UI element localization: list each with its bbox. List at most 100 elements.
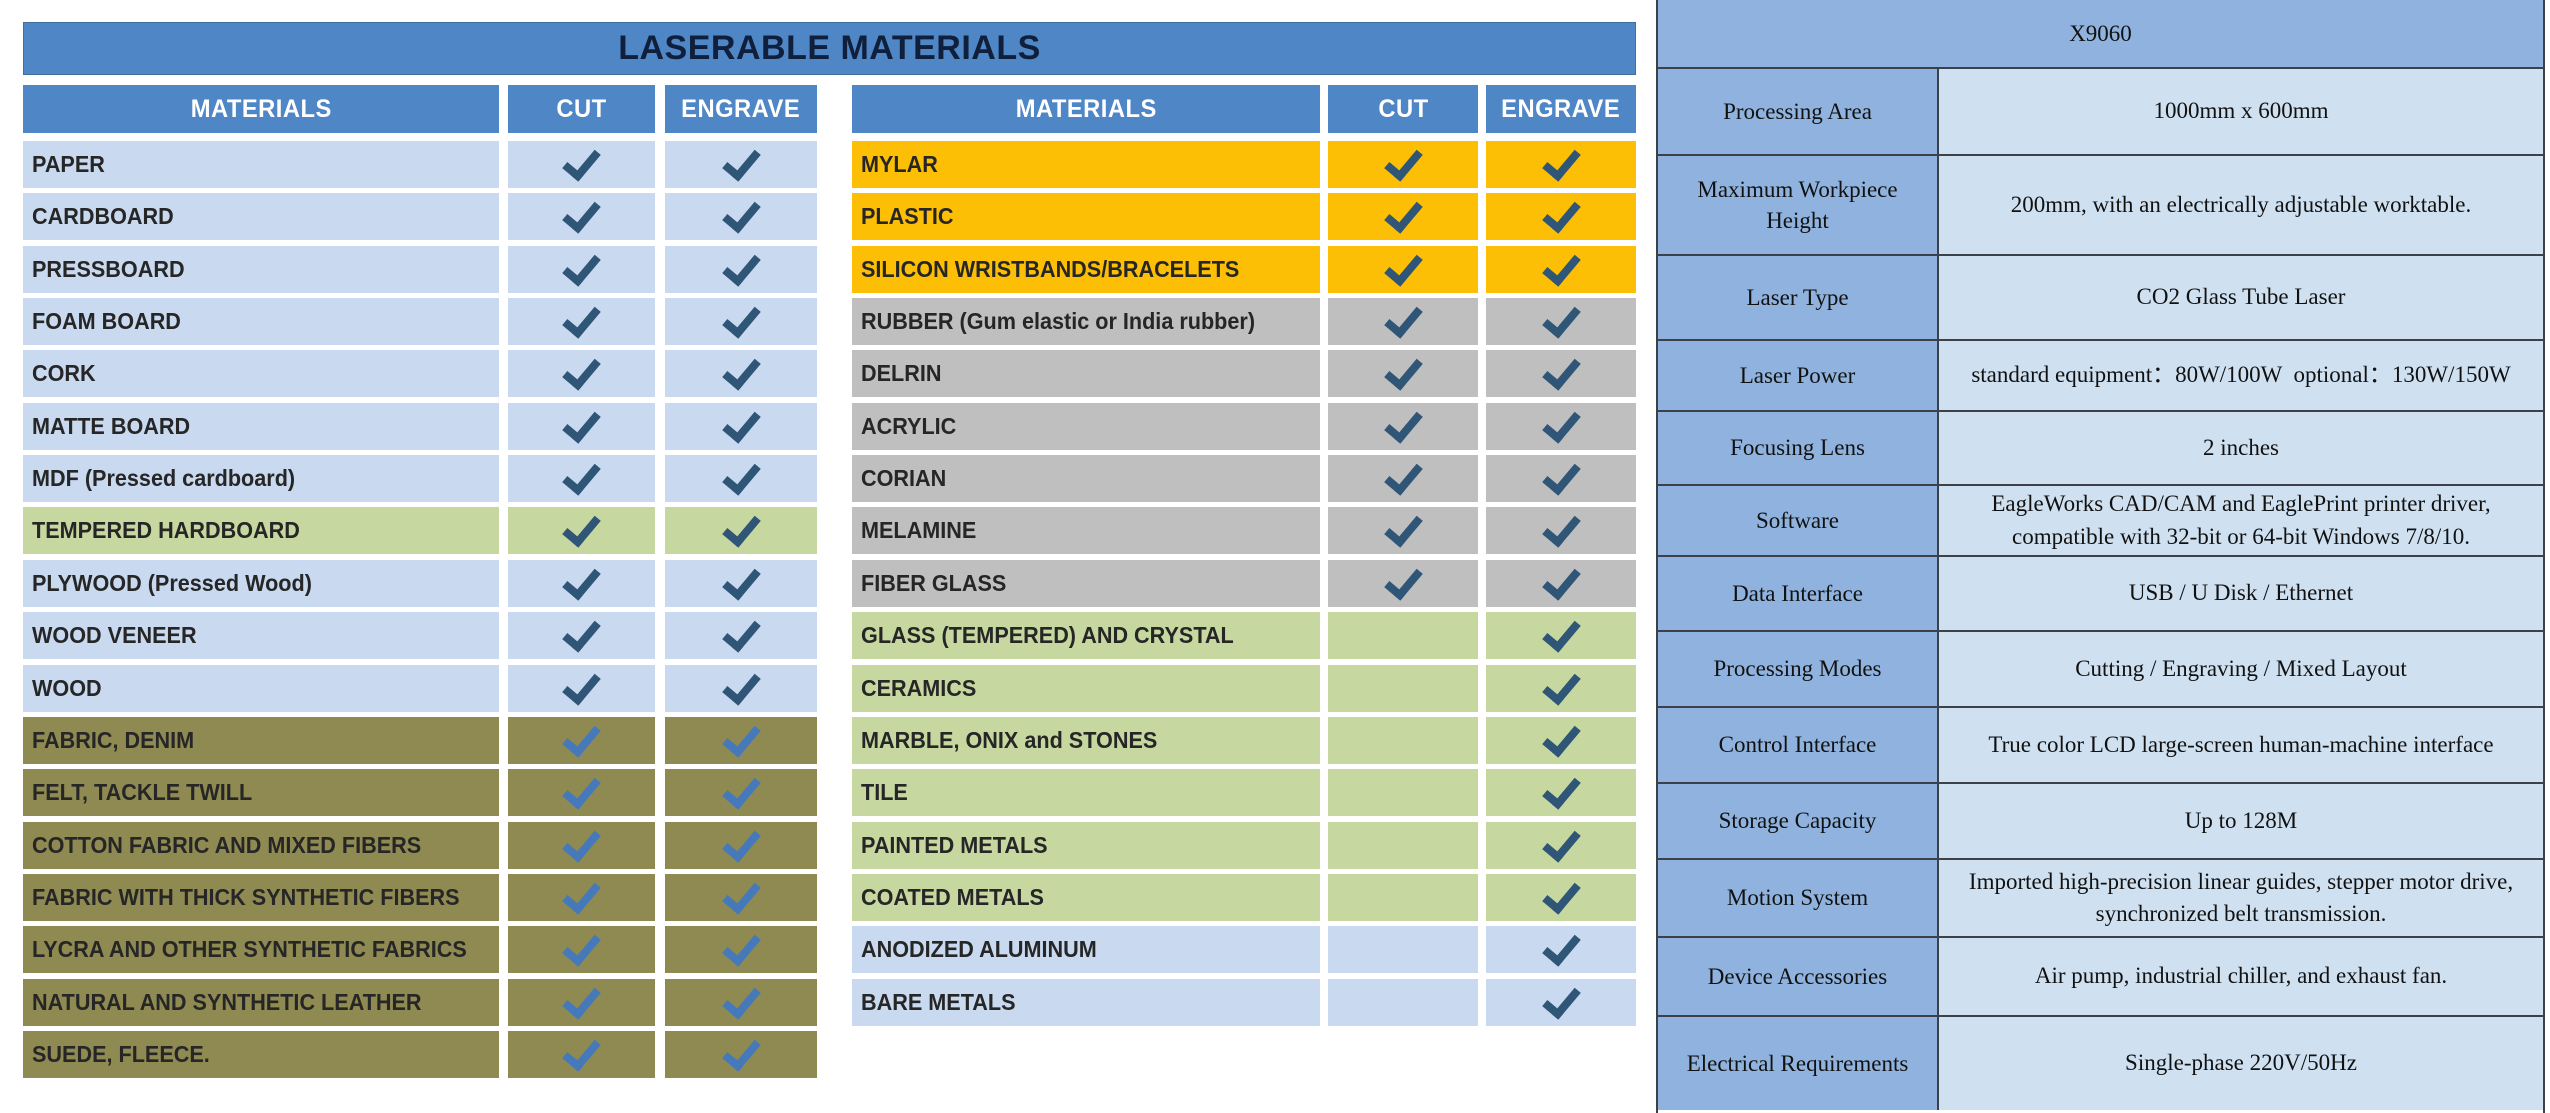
spec-row: Processing Area 1000mm x 600mm (1658, 67, 2543, 154)
material-name-label: TEMPERED HARDBOARD (32, 517, 300, 543)
cut-cell (508, 245, 655, 293)
material-name-cell: LYCRA AND OTHER SYNTHETIC FABRICS (23, 926, 499, 973)
material-name-label: CARDBOARD (32, 203, 174, 229)
header-cell-cut: CUT (508, 85, 655, 133)
material-name-cell: SILICON WRISTBANDS/BRACELETS (852, 246, 1320, 293)
engrave-cell (1486, 611, 1636, 659)
material-name-cell: TILE (852, 769, 1320, 816)
material-name-cell: PRESSBOARD (23, 246, 499, 293)
check-icon (562, 454, 601, 496)
engrave-cell (665, 768, 817, 816)
material-row: ANODIZED ALUMINUM (852, 925, 1636, 973)
material-row: COATED METALS (852, 873, 1636, 921)
check-icon (1541, 978, 1581, 1020)
check-icon (1541, 873, 1581, 915)
check-icon (562, 664, 601, 706)
spec-label-cell: Storage Capacity (1658, 784, 1939, 858)
engrave-cell (1486, 821, 1636, 869)
check-icon (721, 402, 761, 444)
check-icon (562, 140, 601, 182)
material-row: SILICON WRISTBANDS/BRACELETS (852, 245, 1636, 293)
cut-cell (508, 402, 655, 450)
check-icon (1383, 245, 1423, 287)
check-icon (1541, 768, 1581, 810)
spec-label-cell: Motion System (1658, 860, 1939, 936)
material-row: SUEDE, FLEECE. (23, 1030, 817, 1078)
material-name-label: WOOD VENEER (32, 622, 197, 648)
material-name-cell: PAINTED METALS (852, 822, 1320, 869)
cut-cell (508, 716, 655, 764)
material-row: TILE (852, 768, 1636, 816)
material-row: MDF (Pressed cardboard) (23, 454, 817, 502)
check-icon (1541, 716, 1581, 758)
spec-row: Processing Modes Cutting / Engraving / Mi… (1658, 630, 2543, 706)
spec-value-cell: EagleWorks CAD/CAM and EaglePrint printe… (1939, 486, 2543, 555)
spec-value-cell: CO2 Glass Tube Laser (1939, 256, 2543, 339)
material-name-label: SUEDE, FLEECE. (32, 1041, 210, 1067)
engrave-cell (1486, 768, 1636, 816)
check-icon (562, 349, 601, 391)
material-name-cell: MARBLE, ONIX and STONES (852, 717, 1320, 764)
spec-label-cell: Control Interface (1658, 708, 1939, 782)
check-icon (1383, 349, 1423, 391)
check-icon (1541, 454, 1581, 496)
material-name-label: TILE (861, 779, 908, 805)
material-name-cell: PLYWOOD (Pressed Wood) (23, 560, 499, 607)
material-row: PAPER (23, 140, 817, 188)
material-name-cell: WOOD (23, 665, 499, 712)
material-name-label: PAPER (32, 151, 105, 177)
material-name-label: PAINTED METALS (861, 832, 1048, 858)
spec-row: Focusing Lens 2 inches (1658, 410, 2543, 484)
material-name-cell: COATED METALS (852, 874, 1320, 921)
spec-row: Control Interface True color LCD large-sc… (1658, 706, 2543, 782)
engrave-cell (1486, 664, 1636, 712)
spec-table: X9060 Processing Area 1000mm x 600mm Maxim… (1656, 0, 2545, 1113)
material-name-label: SILICON WRISTBANDS/BRACELETS (861, 256, 1240, 282)
check-icon (1541, 611, 1581, 653)
header-cell-engrave: ENGRAVE (665, 85, 817, 133)
cut-cell (508, 454, 655, 502)
engrave-cell (1486, 454, 1636, 502)
engrave-cell (665, 559, 817, 607)
check-icon (721, 192, 761, 234)
material-row: PLASTIC (852, 192, 1636, 240)
material-name-label: PRESSBOARD (32, 256, 185, 282)
material-name-cell: PAPER (23, 141, 499, 188)
spec-row: Laser Power standard equipment：80W/100W o… (1658, 339, 2543, 410)
spec-rows: Processing Area 1000mm x 600mm Maximum Wor… (1658, 67, 2543, 1110)
check-icon (721, 611, 761, 653)
check-icon (1383, 140, 1423, 182)
spec-row: Device Accessories Air pump, industrial c… (1658, 936, 2543, 1015)
engrave-cell (665, 664, 817, 712)
check-icon (721, 349, 761, 391)
material-name-label: ANODIZED ALUMINUM (861, 936, 1097, 962)
spec-label-cell: Laser Type (1658, 256, 1939, 339)
spec-row: Electrical Requirements Single-phase 220V… (1658, 1015, 2543, 1110)
check-icon (1541, 245, 1581, 287)
material-row: TEMPERED HARDBOARD (23, 506, 817, 554)
material-name-label: CORK (32, 360, 96, 386)
material-row: MYLAR (852, 140, 1636, 188)
material-name-cell: WOOD VENEER (23, 612, 499, 659)
material-name-label: MARBLE, ONIX and STONES (861, 727, 1158, 753)
engrave-cell (665, 1030, 817, 1078)
cut-cell (1328, 454, 1478, 502)
check-icon (562, 978, 601, 1020)
cut-cell (508, 349, 655, 397)
check-icon (721, 140, 761, 182)
check-icon (1541, 349, 1581, 391)
material-name-cell: DELRIN (852, 350, 1320, 397)
material-name-cell: MYLAR (852, 141, 1320, 188)
check-icon (721, 559, 761, 601)
material-name-label: FELT, TACKLE TWILL (32, 779, 253, 805)
check-icon (1541, 664, 1581, 706)
spec-label-cell: Laser Power (1658, 341, 1939, 410)
materials-header-row: MATERIALS CUT ENGRAVE (852, 85, 1636, 133)
check-icon (562, 402, 601, 444)
check-icon (721, 245, 761, 287)
spec-row: Motion System Imported high-precision lin… (1658, 858, 2543, 936)
cut-cell (508, 873, 655, 921)
material-row: WOOD (23, 664, 817, 712)
material-name-label: RUBBER (Gum elastic or India rubber) (861, 308, 1256, 334)
material-name-cell: PLASTIC (852, 193, 1320, 240)
